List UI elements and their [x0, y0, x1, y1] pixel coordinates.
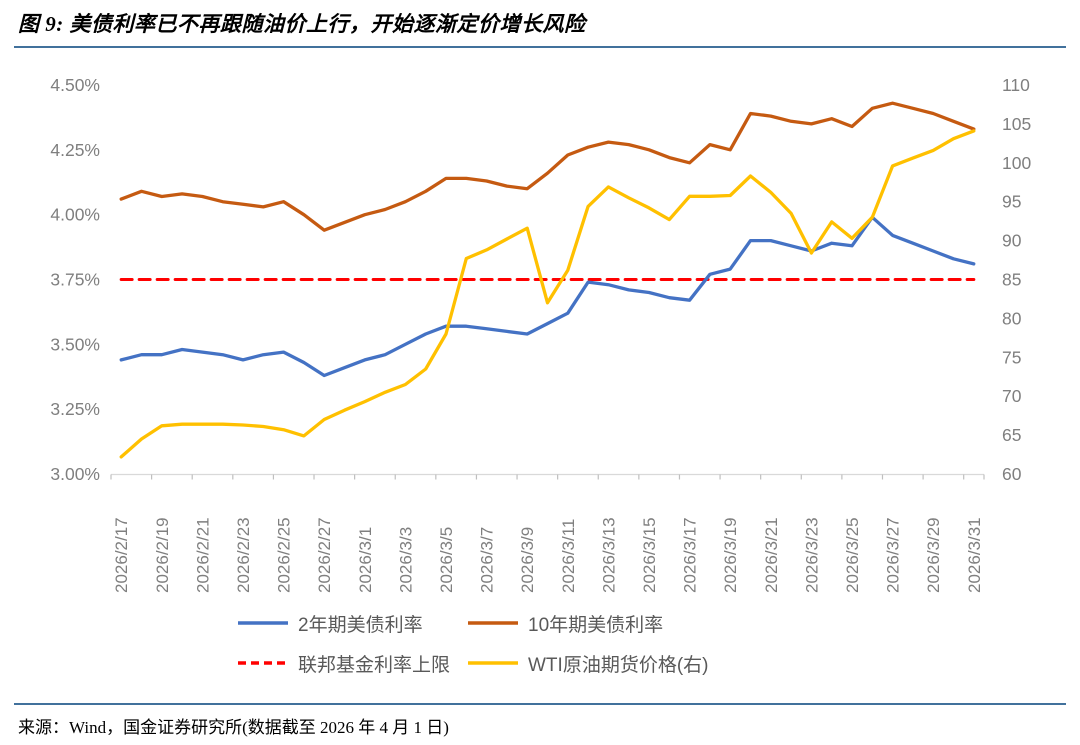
legend-label-wti: WTI原油期货价格(右)	[528, 654, 709, 676]
svg-text:2026/3/5: 2026/3/5	[437, 527, 456, 593]
svg-text:105: 105	[1002, 114, 1031, 134]
svg-text:85: 85	[1002, 270, 1021, 290]
svg-text:90: 90	[1002, 231, 1022, 251]
svg-text:2026/3/27: 2026/3/27	[884, 517, 903, 593]
svg-text:2026/3/23: 2026/3/23	[802, 517, 821, 593]
svg-text:2026/3/21: 2026/3/21	[762, 517, 781, 593]
svg-text:2026/3/25: 2026/3/25	[843, 517, 862, 593]
legend-item-fed-cap: 联邦基金利率上限	[238, 652, 451, 676]
x-axis-ticks	[110, 474, 985, 480]
svg-text:2026/3/9: 2026/3/9	[518, 527, 537, 593]
right-axis-labels: 110 105 100 95 90 85 80 75 70 65 60	[1002, 75, 1031, 484]
svg-text:2026/3/15: 2026/3/15	[640, 517, 659, 593]
svg-text:2026/2/21: 2026/2/21	[193, 517, 212, 593]
svg-text:2026/3/3: 2026/3/3	[396, 527, 415, 593]
svg-text:110: 110	[1002, 75, 1030, 95]
legend-swatch-fed-cap	[238, 659, 288, 667]
svg-text:3.00%: 3.00%	[50, 464, 100, 484]
legend-item-10y: 10年期美债利率	[468, 612, 664, 636]
series-line-3	[119, 129, 976, 459]
svg-text:2026/2/17: 2026/2/17	[112, 517, 131, 593]
legend-swatch-wti	[468, 659, 518, 667]
svg-text:80: 80	[1002, 308, 1022, 328]
svg-text:60: 60	[1002, 464, 1022, 484]
svg-text:3.25%: 3.25%	[50, 399, 100, 419]
svg-text:65: 65	[1002, 425, 1021, 445]
svg-text:2026/3/1: 2026/3/1	[356, 527, 375, 593]
legend-label-2y: 2年期美债利率	[298, 614, 423, 636]
svg-text:3.50%: 3.50%	[50, 334, 100, 354]
svg-text:2026/3/31: 2026/3/31	[965, 517, 984, 593]
svg-text:2026/3/17: 2026/3/17	[681, 517, 700, 593]
svg-text:4.25%: 4.25%	[50, 140, 100, 160]
svg-text:2026/2/19: 2026/2/19	[153, 517, 172, 593]
title-divider	[14, 46, 1066, 48]
svg-text:3.75%: 3.75%	[50, 270, 100, 290]
legend-item-wti: WTI原油期货价格(右)	[468, 652, 709, 676]
svg-text:2026/2/27: 2026/2/27	[315, 517, 334, 593]
svg-text:4.00%: 4.00%	[50, 205, 100, 225]
svg-text:70: 70	[1002, 386, 1022, 406]
svg-text:75: 75	[1002, 347, 1021, 367]
svg-text:4.50%: 4.50%	[50, 75, 100, 95]
legend-label-fed-cap: 联邦基金利率上限	[298, 654, 451, 676]
series-line-1	[119, 101, 976, 232]
legend-item-2y: 2年期美债利率	[238, 612, 423, 636]
svg-text:2026/3/11: 2026/3/11	[559, 519, 578, 593]
source-note: 来源：Wind，国金证券研究所(数据截至 2026 年 4 月 1 日)	[18, 718, 449, 737]
svg-text:100: 100	[1002, 153, 1031, 173]
svg-text:2026/3/7: 2026/3/7	[478, 527, 497, 593]
svg-text:2026/3/13: 2026/3/13	[599, 517, 618, 593]
legend-swatch-10y	[468, 619, 518, 627]
figure-title: 图 9: 美债利率已不再跟随油价上行，开始逐渐定价增长风险	[18, 12, 586, 36]
svg-text:2026/2/25: 2026/2/25	[275, 517, 294, 593]
legend-label-10y: 10年期美债利率	[528, 614, 664, 636]
left-axis-labels: 4.50% 4.25% 4.00% 3.75% 3.50% 3.25% 3.00%	[50, 75, 100, 484]
series-line-0	[119, 215, 976, 378]
svg-text:2026/3/19: 2026/3/19	[721, 517, 740, 593]
legend-swatch-2y	[238, 619, 288, 627]
svg-text:2026/2/23: 2026/2/23	[234, 517, 253, 593]
footer-divider	[14, 703, 1066, 705]
svg-text:2026/3/29: 2026/3/29	[924, 517, 943, 593]
svg-text:95: 95	[1002, 192, 1021, 212]
x-axis-labels: 2026/2/17 2026/2/19 2026/2/21 2026/2/23 2026…	[112, 517, 984, 593]
